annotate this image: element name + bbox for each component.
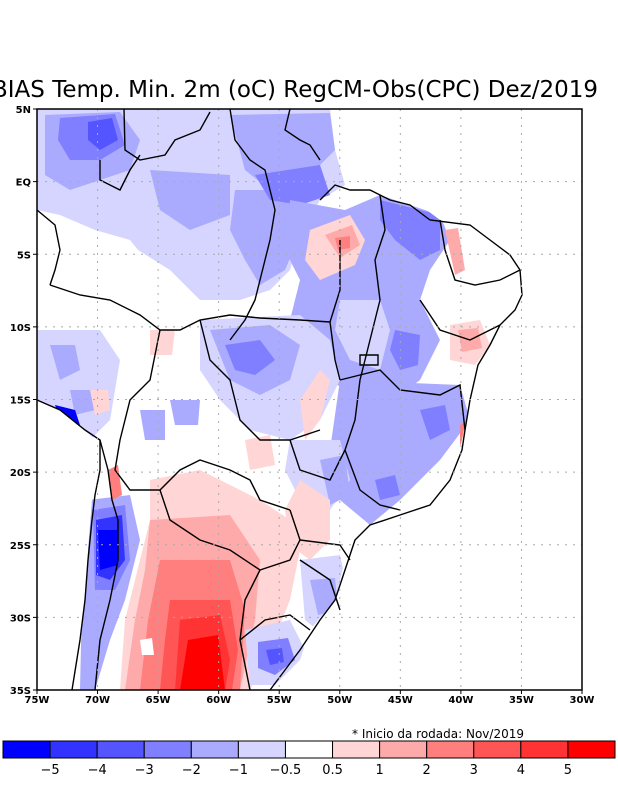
- colorbar: −5 −4 −3 −2 −1 −0.5 0.5 1 2 3 4 5: [2, 740, 616, 778]
- y-tick-label: 30S: [10, 613, 31, 624]
- colorbar-swatch: [332, 740, 381, 759]
- colorbar-swatch: [2, 740, 51, 759]
- chart-title: BIAS Temp. Min. 2m (oC) RegCM-Obs(CPC) D…: [0, 77, 598, 103]
- colorbar-swatch: [520, 740, 569, 759]
- x-tick-label: 70W: [85, 695, 110, 706]
- colorbar-swatch: [567, 740, 616, 759]
- blue-region-uruguay: [245, 620, 305, 685]
- colorbar-label: −1: [229, 763, 248, 778]
- colorbar-label: 2: [423, 763, 431, 778]
- x-tick-label: 65W: [146, 695, 171, 706]
- red-region-ceara: [445, 228, 465, 275]
- colorbar-swatch: [284, 740, 334, 759]
- y-tick-label: 15S: [10, 396, 31, 407]
- colorbar-swatch: [143, 740, 192, 759]
- colorbar-label: 5: [564, 763, 572, 778]
- coastline: [269, 184, 523, 690]
- y-axis-ticks: 5N EQ 5S 10S 15S 20S 25S 30S 35S: [10, 105, 37, 697]
- political-boundaries: [37, 109, 523, 690]
- colorbar-swatch: [426, 740, 475, 759]
- colorbar-swatch: [96, 740, 145, 759]
- y-tick-label: 35S: [10, 686, 31, 697]
- x-tick-label: 45W: [388, 695, 413, 706]
- x-tick-label: 35W: [509, 695, 534, 706]
- x-axis-ticks: 75W 70W 65W 60W 55W 50W 45W 40W 35W 30W: [25, 690, 595, 706]
- y-tick-label: 5N: [16, 105, 31, 116]
- y-tick-label: 10S: [10, 323, 31, 334]
- x-tick-label: 50W: [327, 695, 352, 706]
- blue-region-andes: [80, 495, 140, 690]
- colorbar-swatch: [473, 740, 522, 759]
- x-tick-label: 30W: [570, 695, 595, 706]
- colorbar-label: 3: [470, 763, 478, 778]
- red-region-maranhao: [305, 215, 365, 280]
- y-tick-label: 25S: [10, 541, 31, 552]
- colorbar-swatch: [190, 740, 239, 759]
- grid-lines: [37, 109, 582, 690]
- colorbar-label: 1: [375, 763, 383, 778]
- colorbar-label: 0.5: [322, 763, 343, 778]
- colorbar-swatch: [379, 740, 428, 759]
- x-tick-label: 60W: [206, 695, 231, 706]
- colorbar-swatch: [49, 740, 98, 759]
- blue-region-central: [200, 315, 470, 525]
- blue-region-north: [37, 109, 345, 320]
- x-tick-label: 75W: [25, 695, 50, 706]
- x-tick-label: 55W: [267, 695, 292, 706]
- x-tick-label: 40W: [448, 695, 473, 706]
- y-tick-label: 20S: [10, 468, 31, 479]
- colorbar-label: 4: [517, 763, 525, 778]
- colorbar-label: −3: [135, 763, 154, 778]
- colorbar-label: −2: [182, 763, 201, 778]
- red-region-tocantins: [300, 370, 330, 440]
- colorbar-label: −4: [88, 763, 107, 778]
- run-start-annotation: * Inicio da rodada: Nov/2019: [352, 727, 524, 741]
- y-tick-label: 5S: [17, 250, 31, 261]
- colorbar-label: −0.5: [270, 763, 302, 778]
- colorbar-label: −5: [40, 763, 59, 778]
- colorbar-swatch: [237, 740, 286, 759]
- y-tick-label: EQ: [16, 178, 31, 189]
